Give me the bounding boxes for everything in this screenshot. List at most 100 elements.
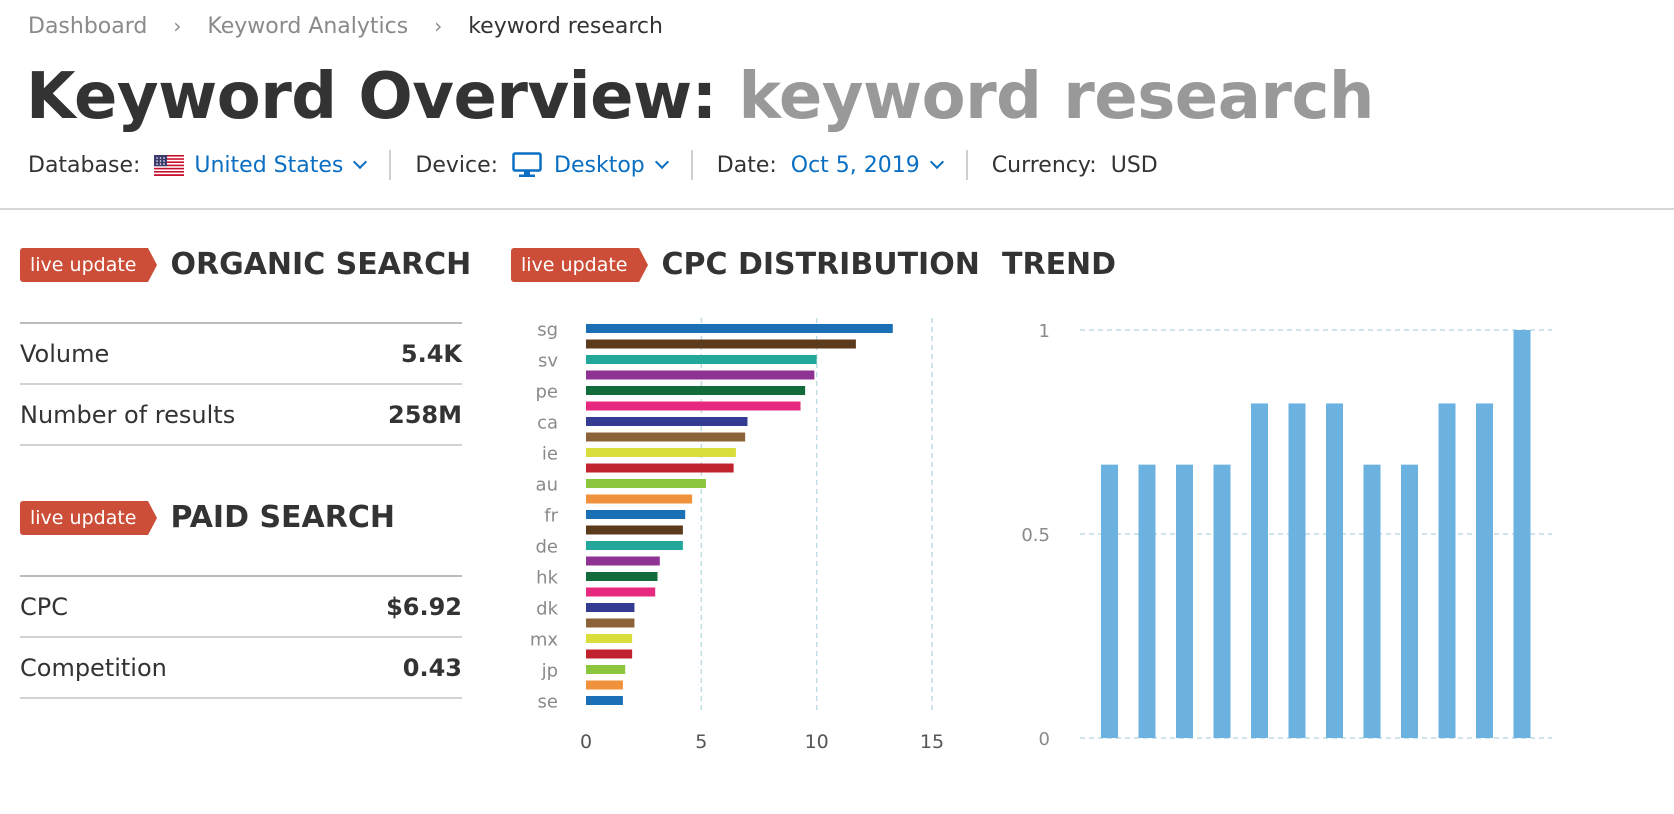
metric-row-cpc: CPC $6.92 <box>20 577 462 638</box>
cpc-bar <box>586 618 635 628</box>
cpc-bar <box>586 696 623 705</box>
cpc-bar <box>586 386 806 395</box>
organic-search-header: live update ORGANIC SEARCH <box>20 247 471 282</box>
organic-search-title: ORGANIC SEARCH <box>170 247 472 282</box>
trend-bar <box>1251 403 1268 738</box>
trend-bar <box>1213 464 1231 738</box>
live-update-badge[interactable]: live update <box>20 500 159 535</box>
chevron-right-icon: › <box>173 14 182 38</box>
trend-bar <box>1363 464 1381 738</box>
cpc-y-tick-label: de <box>536 537 559 558</box>
device-label: Device: <box>415 152 499 178</box>
chevron-right-icon: › <box>434 14 443 38</box>
cpc-bar <box>586 649 633 659</box>
cpc-bar <box>586 479 706 488</box>
cpc-bar <box>586 494 693 504</box>
cpc-y-tick-label: hk <box>536 568 558 589</box>
trend-bar <box>1401 464 1418 738</box>
chevron-down-icon <box>654 154 669 170</box>
breadcrumb: Dashboard › Keyword Analytics › keyword … <box>28 10 663 42</box>
trend-bar <box>1176 464 1193 738</box>
date-dropdown[interactable]: Oct 5, 2019 <box>790 152 944 178</box>
breadcrumb-dashboard-link[interactable]: Dashboard <box>28 13 148 39</box>
paid-search-title: PAID SEARCH <box>170 500 395 535</box>
breadcrumb-keyword-analytics-link[interactable]: Keyword Analytics <box>207 13 409 39</box>
live-update-badge[interactable]: live update <box>511 247 650 282</box>
metric-row-volume: Volume 5.4K <box>20 324 462 385</box>
trend-chart: 00.51 <box>1021 321 1552 750</box>
filter-divider <box>965 150 968 180</box>
cpc-y-tick-label: sg <box>537 320 558 341</box>
cpc-bar <box>586 510 686 519</box>
cpc-bar <box>586 634 633 643</box>
page-title-keyword: keyword research <box>738 60 1375 134</box>
paid-search-header: live update PAID SEARCH <box>20 500 395 535</box>
paid-metrics-table: CPC $6.92 Competition 0.43 <box>20 575 462 699</box>
metric-label: Volume <box>20 339 110 368</box>
live-update-badge[interactable]: live update <box>20 247 159 282</box>
metric-value: 0.43 <box>402 653 462 682</box>
trend-y-tick-label: 0 <box>1039 729 1050 750</box>
cpc-bar <box>586 572 658 581</box>
cpc-y-tick-label: jp <box>541 661 558 682</box>
date-value: Oct 5, 2019 <box>790 152 920 178</box>
filter-divider <box>690 150 693 180</box>
cpc-y-tick-label: ca <box>537 413 558 434</box>
cpc-bar <box>586 463 734 473</box>
cpc-x-tick-label: 10 <box>805 731 829 753</box>
device-dropdown[interactable]: Desktop <box>512 152 669 178</box>
header-divider <box>0 208 1674 210</box>
metric-value: $6.92 <box>386 592 462 621</box>
cpc-bar <box>586 448 736 457</box>
database-dropdown[interactable]: United States <box>154 152 368 178</box>
cpc-distribution-header: live update CPC DISTRIBUTION <box>511 247 980 282</box>
filter-bar: Database: United States Device: <box>28 148 1158 182</box>
date-label: Date: <box>716 152 777 178</box>
currency-filter: Currency: USD <box>992 153 1158 178</box>
cpc-y-tick-label: se <box>538 692 558 713</box>
page-title-prefix: Keyword Overview: <box>26 60 717 134</box>
cpc-bar <box>586 525 683 535</box>
cpc-distribution-title: CPC DISTRIBUTION <box>661 247 980 282</box>
cpc-x-tick-label: 5 <box>695 731 707 753</box>
trend-bar <box>1288 403 1306 738</box>
page-title: Keyword Overview: keyword research <box>26 60 1374 134</box>
breadcrumb-current: keyword research <box>468 13 663 39</box>
cpc-bar <box>586 432 746 442</box>
metric-label: Number of results <box>20 400 236 429</box>
chevron-down-icon <box>353 154 368 170</box>
cpc-bar <box>586 324 893 333</box>
cpc-y-tick-label: pe <box>536 382 559 403</box>
desktop-monitor-icon <box>512 152 542 177</box>
cpc-y-tick-label: mx <box>530 630 559 651</box>
trend-bar <box>1476 403 1493 738</box>
metric-label: CPC <box>20 592 68 621</box>
cpc-bar <box>586 556 660 566</box>
cpc-bar <box>586 587 656 597</box>
cpc-bar <box>586 355 817 364</box>
cpc-y-tick-label: ie <box>542 444 558 465</box>
cpc-bar <box>586 541 683 550</box>
cpc-bar <box>586 370 815 380</box>
metric-label: Competition <box>20 653 167 682</box>
metric-row-competition: Competition 0.43 <box>20 638 462 699</box>
trend-title: TREND <box>1002 247 1117 282</box>
device-value: Desktop <box>554 152 645 178</box>
metric-value: 258M <box>388 400 462 429</box>
cpc-bar <box>586 417 748 426</box>
cpc-y-tick-label: dk <box>536 599 558 620</box>
cpc-x-tick-label: 15 <box>920 731 944 753</box>
currency-value: USD <box>1110 152 1158 178</box>
filter-divider <box>389 150 392 180</box>
trend-bar <box>1138 464 1156 738</box>
trend-header: TREND <box>1002 247 1116 282</box>
trend-bar <box>1326 403 1343 738</box>
trend-y-tick-label: 1 <box>1039 321 1050 342</box>
cpc-bar <box>586 401 801 411</box>
device-filter: Device: Desktop <box>415 152 669 178</box>
cpc-x-tick-label: 0 <box>580 731 592 753</box>
database-value: United States <box>194 152 344 178</box>
us-flag-icon <box>154 154 185 176</box>
cpc-y-tick-label: sv <box>538 351 558 372</box>
currency-label: Currency: <box>991 152 1097 178</box>
